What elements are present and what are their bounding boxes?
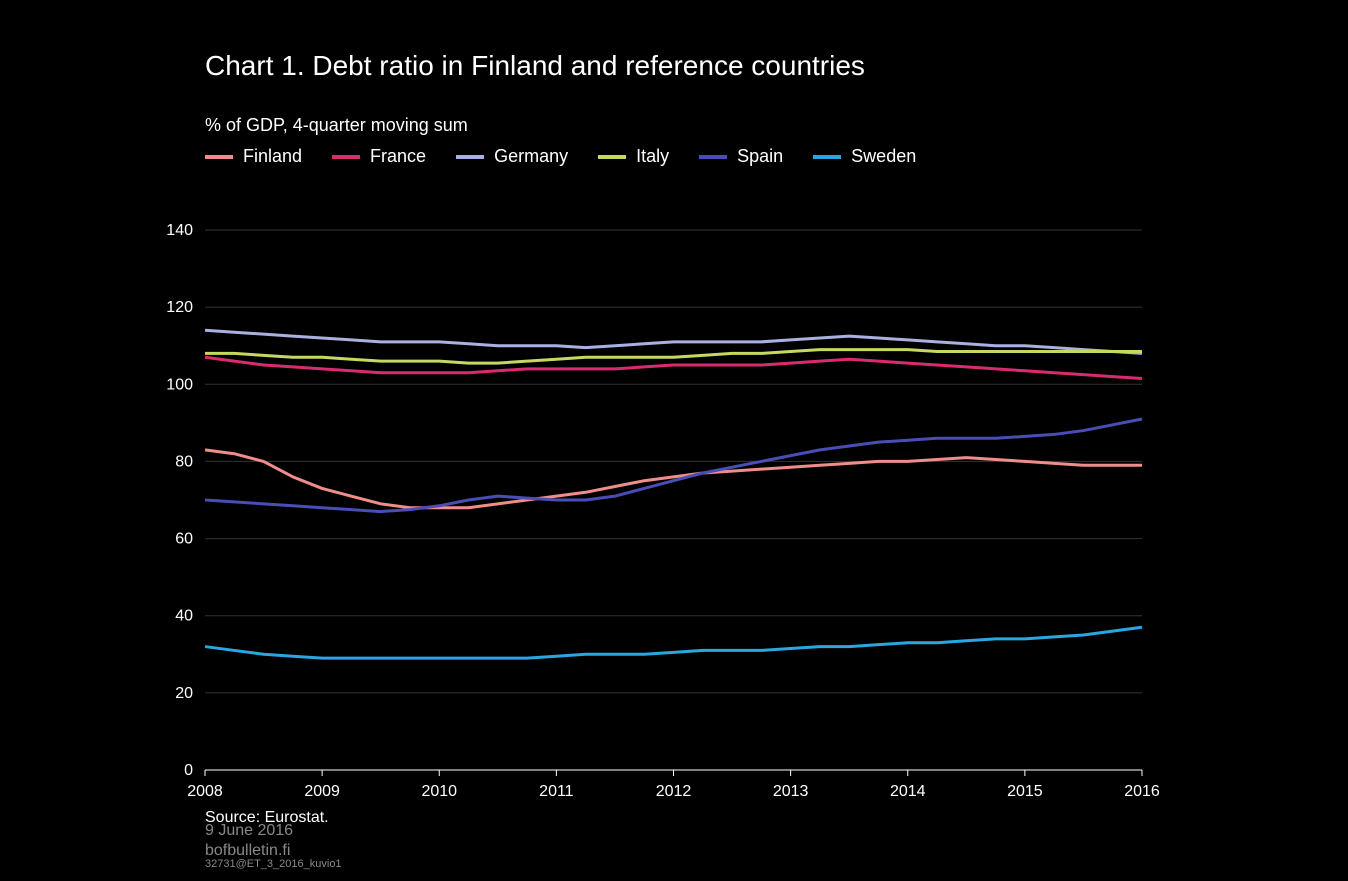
series-line	[205, 350, 1142, 364]
y-tick-label: 120	[166, 299, 193, 316]
x-tick-label: 2014	[890, 783, 926, 800]
y-tick-label: 60	[175, 531, 193, 548]
y-tick-label: 20	[175, 685, 193, 702]
series-line	[205, 419, 1142, 512]
x-tick-label: 2015	[1007, 783, 1043, 800]
y-tick-label: 100	[166, 376, 193, 393]
footer-text: 9 June 2016	[205, 822, 293, 840]
x-tick-label: 2016	[1124, 783, 1160, 800]
x-tick-label: 2008	[187, 783, 223, 800]
x-tick-label: 2011	[539, 783, 574, 800]
y-tick-label: 140	[166, 222, 193, 239]
footer-text: 32731@ET_3_2016_kuvio1	[205, 858, 342, 870]
series-line	[205, 450, 1142, 508]
y-tick-label: 40	[175, 608, 193, 625]
y-tick-label: 0	[184, 762, 193, 779]
y-tick-label: 80	[175, 453, 193, 470]
x-tick-label: 2012	[656, 783, 692, 800]
x-tick-label: 2009	[304, 783, 340, 800]
chart-svg: 0 20 40 60 80 100 120 140 2008 2009 2010 2011 2012 20…	[0, 0, 1348, 881]
series-line	[205, 330, 1142, 353]
x-tick-label: 2013	[773, 783, 809, 800]
series-line	[205, 627, 1142, 658]
series-line	[205, 357, 1142, 378]
x-tick-label: 2010	[421, 783, 457, 800]
